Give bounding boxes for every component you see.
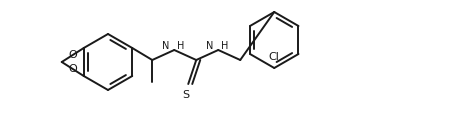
Text: Cl: Cl [268,52,279,62]
Text: N: N [205,41,213,51]
Text: S: S [182,90,189,100]
Text: N: N [162,41,169,51]
Text: O: O [68,64,77,74]
Text: H: H [177,41,184,51]
Text: H: H [221,41,228,51]
Text: O: O [68,50,77,60]
